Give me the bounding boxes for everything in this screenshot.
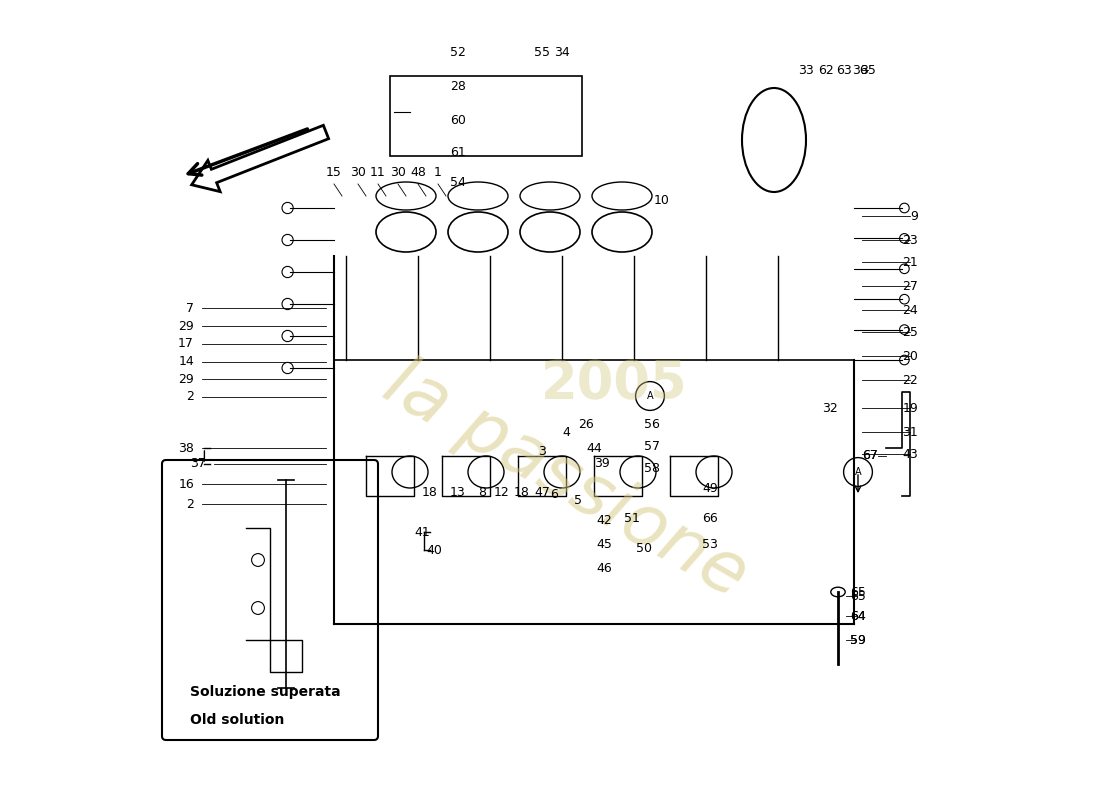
Text: 52: 52	[450, 46, 466, 58]
Text: A: A	[647, 391, 653, 401]
Text: 48: 48	[410, 166, 426, 178]
Text: 65: 65	[850, 586, 866, 598]
Text: 2: 2	[186, 390, 194, 403]
Text: 29: 29	[178, 320, 194, 333]
Text: 8: 8	[478, 486, 486, 498]
Text: 47: 47	[535, 486, 550, 498]
Text: 30: 30	[390, 166, 406, 178]
Text: 24: 24	[902, 304, 918, 317]
Text: 56: 56	[645, 418, 660, 430]
Text: 30: 30	[350, 166, 366, 178]
Text: 65: 65	[850, 590, 866, 602]
Text: 64: 64	[850, 610, 866, 622]
Text: 2: 2	[186, 498, 194, 510]
Text: 43: 43	[902, 448, 918, 461]
Text: 22: 22	[902, 374, 918, 386]
Text: 1: 1	[434, 166, 442, 178]
Text: 15: 15	[326, 166, 342, 178]
Text: 60: 60	[450, 114, 466, 126]
Text: 45: 45	[596, 538, 613, 550]
Text: 67: 67	[862, 450, 878, 462]
Text: 14: 14	[178, 355, 194, 368]
Text: 58: 58	[645, 462, 660, 474]
Text: 2005: 2005	[541, 358, 688, 410]
Text: 7: 7	[186, 302, 194, 314]
Text: 26: 26	[579, 418, 594, 430]
Text: 67: 67	[862, 450, 878, 462]
Text: Old solution: Old solution	[190, 713, 285, 727]
Text: 44: 44	[586, 442, 602, 454]
Text: 34: 34	[554, 46, 570, 58]
Text: 20: 20	[902, 350, 918, 362]
Text: 19: 19	[902, 402, 918, 414]
Text: 10: 10	[654, 194, 670, 206]
Text: 33: 33	[799, 64, 814, 77]
Text: 35: 35	[860, 64, 877, 77]
Text: 62: 62	[818, 64, 834, 77]
Text: 54: 54	[450, 176, 466, 189]
Text: 4: 4	[562, 426, 570, 438]
Text: 23: 23	[902, 234, 918, 246]
Text: 42: 42	[596, 514, 613, 526]
Text: 3: 3	[538, 446, 546, 458]
Text: 13: 13	[450, 486, 466, 498]
Text: 41: 41	[414, 526, 430, 538]
Text: la passione: la passione	[373, 348, 760, 612]
Text: 18: 18	[422, 486, 438, 498]
Text: 27: 27	[902, 280, 918, 293]
Text: 50: 50	[637, 542, 652, 554]
Text: 17: 17	[178, 338, 194, 350]
Text: 37: 37	[190, 458, 206, 470]
Text: 59: 59	[850, 634, 866, 646]
Text: 18: 18	[514, 486, 530, 498]
Text: 32: 32	[822, 402, 838, 414]
Text: 16: 16	[178, 478, 194, 490]
Text: 38: 38	[178, 442, 194, 454]
Text: 46: 46	[596, 562, 613, 574]
Text: 21: 21	[902, 256, 918, 269]
Text: 6: 6	[550, 488, 558, 501]
Text: 66: 66	[702, 512, 718, 525]
Bar	[390, 76, 582, 156]
Text: A: A	[855, 467, 861, 477]
Text: Soluzione superata: Soluzione superata	[190, 685, 341, 699]
Text: 40: 40	[426, 544, 442, 557]
Text: 51: 51	[624, 512, 639, 525]
Text: 31: 31	[902, 426, 918, 438]
FancyBboxPatch shape	[162, 460, 378, 740]
FancyArrow shape	[191, 126, 329, 192]
Text: 64: 64	[850, 610, 866, 622]
Text: 28: 28	[450, 80, 466, 93]
Text: 9: 9	[910, 210, 918, 222]
Text: 55: 55	[534, 46, 550, 58]
Text: 57: 57	[645, 440, 660, 453]
Text: 36: 36	[852, 64, 868, 77]
Text: 61: 61	[450, 146, 466, 158]
Text: 49: 49	[702, 482, 718, 494]
Text: 12: 12	[494, 486, 510, 498]
Ellipse shape	[830, 587, 845, 597]
Text: 29: 29	[178, 373, 194, 386]
Text: 11: 11	[370, 166, 386, 178]
Text: 63: 63	[836, 64, 852, 77]
Text: 59: 59	[850, 634, 866, 646]
Text: 5: 5	[574, 494, 582, 506]
Text: 39: 39	[594, 458, 609, 470]
Text: 25: 25	[902, 326, 918, 338]
Text: 53: 53	[702, 538, 718, 550]
